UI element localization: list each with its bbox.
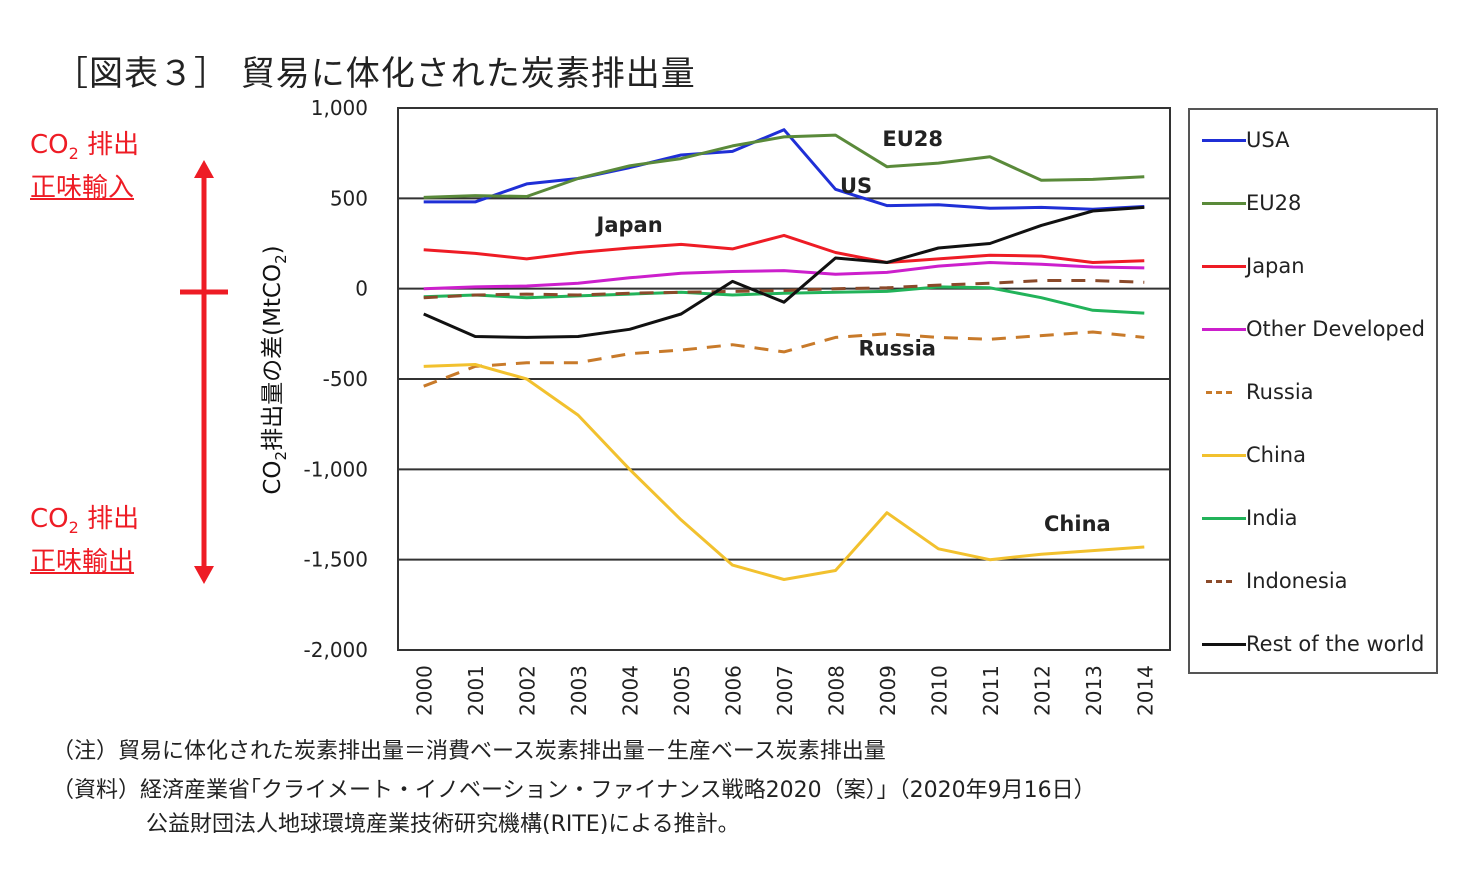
x-tick-label: 2009 [876,665,900,716]
x-tick-label: 2010 [927,665,951,716]
chart-legend: USA EU28 Japan Other Developed Russia China In… [1188,108,1438,674]
legend-item: China [1202,441,1306,469]
x-tick-label: 2004 [619,665,643,716]
series-line-rest-of-the-world [423,205,1145,339]
legend-label: EU28 [1246,191,1302,215]
x-tick-label: 2001 [464,665,488,716]
y-tick-label: 1,000 [311,96,368,120]
legend-label: Japan [1246,254,1305,278]
legend-swatch [1202,516,1246,520]
legend-label: Russia [1246,380,1314,404]
x-tick-label: 2011 [979,665,1003,716]
y-tick-label: -1,500 [304,548,368,572]
y-tick-label: -500 [323,367,368,391]
series-line-eu28 [423,133,1145,199]
x-tick-label: 2008 [824,665,848,716]
note-formula: （注）貿易に体化された炭素排出量＝消費ベース炭素排出量－生産ベース炭素排出量 [52,739,886,764]
y-tick-label: -1,000 [304,457,368,481]
x-tick-label: 2014 [1133,665,1157,716]
legend-swatch [1202,453,1246,457]
series-line-russia [423,330,1145,388]
legend-item: India [1202,504,1298,532]
page-title: ［図表３］ 貿易に体化された炭素排出量 [54,54,696,94]
legend-swatch [1206,579,1232,583]
legend-item: EU28 [1202,189,1301,217]
arrow-down-icon [194,566,214,584]
x-tick-label: 2006 [722,665,746,716]
annotation-label: Russia [858,337,936,361]
legend-item: Rest of the world [1202,630,1424,658]
x-tick-label: 2000 [413,665,437,716]
legend-swatch [1202,138,1246,142]
legend-item: Japan [1202,252,1305,280]
net-export-label: CO2 排出 正味輸出 [30,504,140,578]
legend-swatch [1202,201,1246,205]
legend-swatch [1202,264,1246,268]
note-source: （資料）経済産業省｢クライメート・イノベーション・ファイナンス戦略2020（案）… [52,778,1096,803]
legend-label: USA [1246,128,1290,152]
x-tick-label: 2013 [1082,665,1106,716]
series-line-japan [423,233,1145,264]
legend-label: Other Developed [1246,317,1426,341]
series-line-china [423,363,1145,581]
y-tick-label: 500 [330,186,368,210]
x-tick-label: 2007 [773,665,797,716]
legend-swatch [1206,390,1232,394]
series-line-usa [423,128,1145,211]
net-import-label: CO2 排出 正味輸入 [30,130,140,204]
net-direction-arrow [180,160,228,584]
legend-label: China [1246,443,1306,467]
legend-item: Indonesia [1202,567,1348,595]
legend-item: Russia [1202,378,1314,406]
legend-item: USA [1202,126,1289,154]
arrow-up-icon [194,160,214,178]
legend-label: Indonesia [1246,569,1348,593]
legend-label: Rest of the world [1246,632,1425,656]
annotation-label: China [1044,512,1111,536]
series-line-indonesia [423,279,1145,300]
x-tick-label: 2002 [516,665,540,716]
series-line-india [423,285,1145,315]
annotation-label: EU28 [882,127,943,151]
legend-swatch [1202,642,1246,646]
x-tick-label: 2005 [670,665,694,716]
legend-swatch [1202,327,1246,331]
y-tick-label: 0 [355,277,368,301]
y-tick-label: -2,000 [304,638,368,662]
note-source-org: 公益財団法人地球環境産業技術研究機構(RITE)による推計。 [146,812,740,837]
series-line-other-developed [423,261,1145,291]
annotation-label: US [840,174,872,198]
annotation-label: Japan [595,213,663,237]
y-axis-label: CO2排出量の差(MtCO2) [260,245,290,494]
legend-item: Other Developed [1202,315,1425,343]
legend-label: India [1246,506,1298,530]
x-tick-label: 2003 [567,665,591,716]
x-tick-label: 2012 [1030,665,1054,716]
